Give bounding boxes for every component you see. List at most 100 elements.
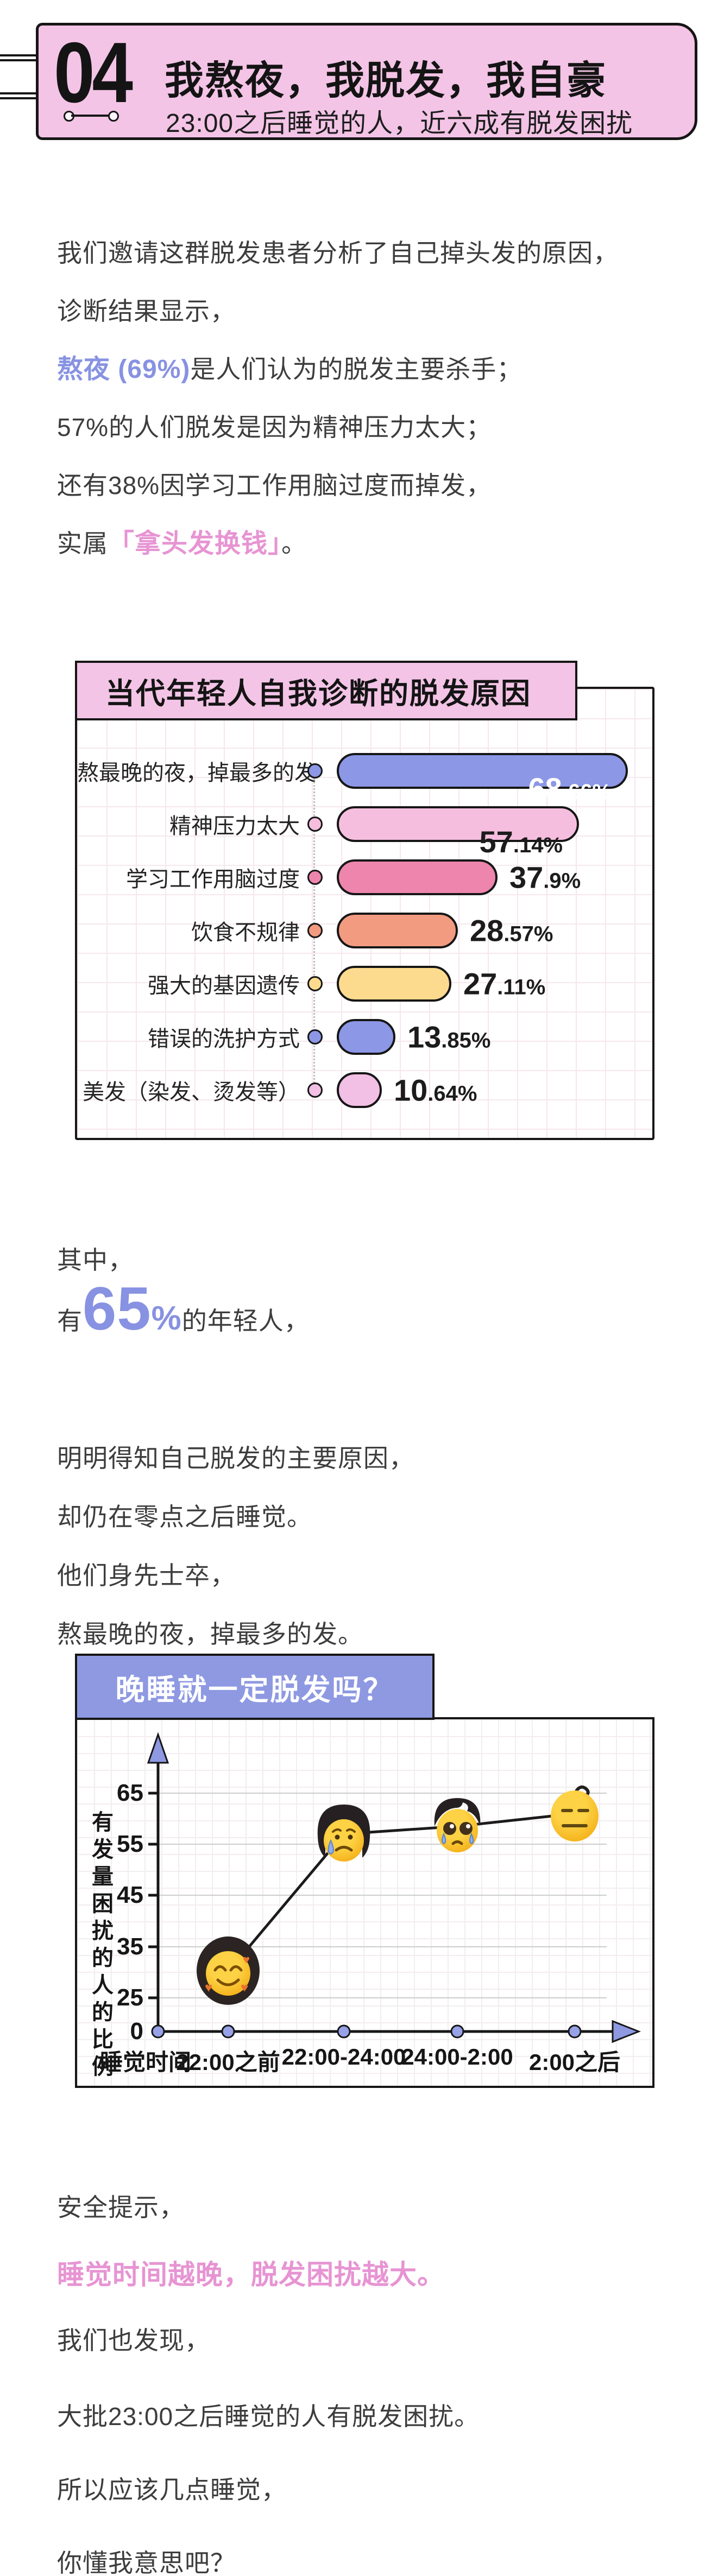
bar-value-frac: .85% (441, 1028, 491, 1053)
page-subtitle: 23:00之后睡觉的人，近六成有脱发困扰 (166, 109, 633, 138)
bar-chart-hairloss-causes: 当代年轻人自我诊断的脱发原因 熬最晚的夜，掉最多的发 68.66% 精神压力太大… (75, 661, 654, 1140)
bar-dot (307, 923, 323, 938)
bar-label: 精神压力太大 (169, 814, 300, 838)
intro-line: 我们邀请这群脱发患者分析了自己掉头发的原因， (57, 239, 619, 267)
bar (337, 1072, 382, 1108)
intro-line-suffix: 。 (281, 529, 307, 558)
middle-line: 他们身先士卒， (57, 1561, 236, 1590)
x-tick-label: 24:00-2:00 (401, 2044, 513, 2069)
svg-text:♥: ♥ (205, 1980, 212, 1995)
bar-value-int: 10 (394, 1073, 428, 1107)
bar-value-int: 28 (470, 913, 504, 948)
bar-row: 熬最晚的夜，掉最多的发 68.66% (77, 744, 652, 806)
bar-value-frac: .11% (497, 975, 546, 999)
x-axis-arrow-icon (612, 2020, 641, 2043)
line-chart-title: 晚睡就一定脱发吗？ (75, 1654, 435, 1720)
bar-value-int: 37 (509, 860, 544, 895)
bar-label: 错误的洗护方式 (148, 1027, 300, 1051)
bar-label: 美发（染发、烫发等） (83, 1080, 300, 1104)
intro-line: 熬夜 (69%)是人们认为的脱发主要杀手； (57, 340, 619, 398)
bar-dot (307, 870, 323, 885)
bar-value: 13.85% (407, 1020, 490, 1055)
emoji-sad-tear-face-bob-hair-icon (314, 1800, 373, 1868)
bar-value-frac: .57% (503, 922, 553, 946)
footer-line: 安全提示， (57, 2193, 185, 2221)
y-axis-arrow-icon (147, 1732, 169, 1764)
intro-line-prefix: 实属 (57, 529, 108, 558)
footer-line: 大批23:00之后睡觉的人有脱发困扰。 (57, 2402, 480, 2431)
ornament-bar (71, 115, 111, 117)
emoji-pleading-face-thin-hair-icon (429, 1795, 486, 1858)
bar-dot (307, 1029, 323, 1045)
bar-value-int: 13 (407, 1020, 442, 1054)
y-tick-label: 25 (117, 1984, 143, 2011)
bar (337, 966, 451, 1002)
middle-paragraph: 其中， 有 65% 的年轻人， 明明得知自己脱发的主要原因， 却仍在零点之后睡觉。 … (57, 1240, 682, 1653)
y-origin-label: 0 (130, 2018, 143, 2045)
footer-paragraph: 安全提示， 睡觉时间越晚，脱发困扰越大。 我们也发现， 大批23:00之后睡觉的… (57, 2188, 682, 2576)
bar-label: 学习工作用脑过度 (126, 868, 300, 891)
emoji-loving-face-full-hair-icon: ♥ ♥ ♥ (195, 1935, 261, 2009)
x-axis-title: 睡觉时间 (99, 2049, 192, 2075)
ornament-circle-right (108, 111, 119, 122)
bar-row: 饮食不规律 28.57% (77, 904, 652, 957)
bar-label: 熬最晚的夜，掉最多的发 (77, 761, 316, 785)
svg-text:♥: ♥ (243, 1953, 250, 1966)
intro-line: 实属「拿头发换钱」。 (57, 515, 619, 573)
y-tick-label: 65 (117, 1780, 143, 1806)
bar (337, 753, 628, 789)
header-left-tick (0, 92, 36, 94)
footer-line: 你懂我意思吧？ (57, 2549, 236, 2576)
middle-line-65pct: 有 65% 的年轻人， (57, 1278, 310, 1339)
bar-dot (307, 763, 323, 779)
footer-highlight-line: 睡觉时间越晚，脱发困扰越大。 (57, 2259, 445, 2290)
emoji-expressionless-face-bald-curl-icon (548, 1782, 601, 1845)
bar-row: 错误的洗护方式 13.85% (77, 1010, 652, 1064)
highlight-hair-for-money: 「拿头发换钱」 (108, 529, 282, 558)
bar-row: 学习工作用脑过度 37.9% (77, 851, 652, 904)
middle-line: 熬最晚的夜，掉最多的发。 (57, 1620, 363, 1648)
bar-value-frac: .64% (427, 1081, 477, 1106)
y-tick-label: 55 (117, 1831, 143, 1857)
bar-row: 美发（染发、烫发等） 10.64% (77, 1064, 652, 1117)
bar (337, 1019, 395, 1055)
highlight-stay-up-69: 熬夜 (69%) (57, 355, 191, 384)
footer-line: 我们也发现， (57, 2326, 210, 2355)
header-left-tick (0, 59, 36, 61)
middle-line-prefix: 有 (57, 1307, 83, 1335)
intro-paragraph: 我们邀请这群脱发患者分析了自己掉头发的原因， 诊断结果显示， 熬夜 (69%)是… (57, 224, 619, 573)
bar-value-frac: .14% (513, 833, 563, 857)
svg-text:♥: ♥ (241, 1980, 248, 1995)
y-tick-marks (148, 1792, 158, 1999)
bar-label: 强大的基因遗传 (148, 974, 300, 998)
bar-value-frac: .66% (562, 780, 612, 804)
x-tick-label: 22:00之前 (176, 2049, 280, 2075)
bar-row: 精神压力太大 57.14% (77, 798, 652, 859)
trend-line (227, 1812, 575, 1973)
bar-value: 27.11% (463, 966, 545, 1002)
bar-value: 10.64% (394, 1073, 477, 1108)
middle-line: 却仍在零点之后睡觉。 (57, 1503, 312, 1531)
middle-line: 明明得知自己脱发的主要原因， (57, 1444, 414, 1472)
intro-line: 诊断结果显示， (57, 297, 236, 325)
highlight-65-pct: % (151, 1300, 182, 1337)
bar (337, 806, 579, 842)
y-axis-title: 有发量困扰的人的比例 (89, 1811, 112, 2082)
header-left-tick (0, 97, 36, 99)
y-tick-label: 35 (117, 1933, 143, 1960)
bar-value: 68.66% (528, 771, 612, 806)
header-left-tick (0, 54, 36, 56)
middle-line: 其中， (57, 1246, 134, 1274)
bar-chart-title: 当代年轻人自我诊断的脱发原因 (75, 661, 577, 720)
x-tick-label: 22:00-24:00 (281, 2044, 406, 2069)
section-number: 04 (54, 25, 133, 121)
bar-value: 28.57% (470, 913, 553, 948)
intro-line-rest: 是人们认为的脱发主要杀手； (190, 355, 522, 383)
bar-dot (307, 976, 323, 991)
bar-label: 饮食不规律 (191, 921, 300, 945)
bar-row: 强大的基因遗传 27.11% (77, 957, 652, 1010)
page-title: 我熬夜，我脱发，我自豪 (165, 59, 607, 103)
footer-line: 所以应该几点睡觉， (57, 2476, 287, 2504)
highlight-65: 65 (83, 1275, 152, 1343)
